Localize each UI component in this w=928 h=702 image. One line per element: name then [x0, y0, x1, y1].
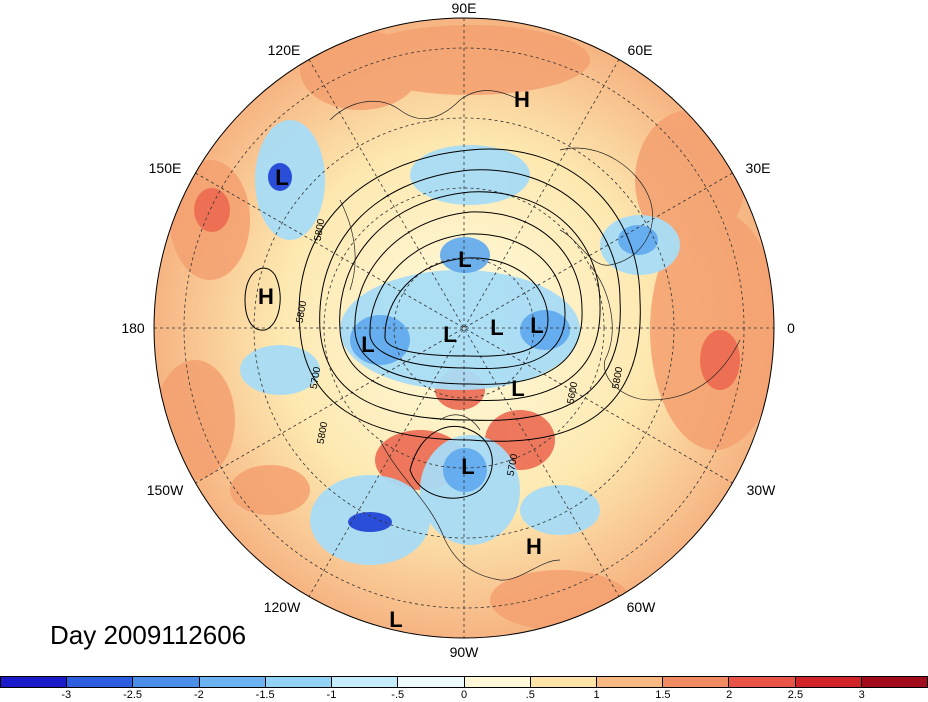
low-center-label: L: [511, 376, 525, 401]
colorbar-tick-label: .5: [525, 689, 535, 701]
lon-label-150e: 150E: [148, 160, 182, 176]
low-center-label: L: [458, 247, 472, 272]
colorbar-tick-label: 2.5: [787, 689, 804, 701]
map-boundary: [153, 17, 775, 639]
colorbar-tick-label: 2: [726, 689, 733, 701]
colorbar-tick-label: 1.5: [655, 689, 671, 701]
colorbar-tick-label: 1: [593, 689, 600, 701]
day-label: Day 2009112606: [50, 620, 247, 650]
colorbar-cell: [663, 677, 730, 687]
low-center-label: L: [389, 607, 403, 632]
colorbar-cell: [265, 677, 333, 687]
low-center-label: L: [461, 454, 475, 479]
colorbar-cell: [729, 677, 796, 687]
anomaly-field: [154, 18, 774, 638]
colorbar: [0, 676, 928, 688]
colorbar-cell: [67, 677, 134, 687]
strong-cool-patches: [268, 163, 392, 532]
colorbar-tick-label: -2: [193, 689, 204, 701]
colorbar-tick-label: -2.5: [123, 689, 143, 701]
low-center-label: L: [361, 332, 375, 357]
colorbar-cell: [795, 677, 862, 687]
lon-label-150w: 150W: [146, 482, 184, 498]
colorbar-cell: [530, 677, 597, 687]
low-center-label: L: [275, 165, 289, 190]
lon-label-120e: 120E: [267, 42, 301, 58]
lon-label-90e: 90E: [451, 0, 477, 16]
lon-label-180: 180: [121, 320, 145, 336]
colorbar-tick-label: -1: [326, 689, 337, 701]
high-center-label: H: [514, 87, 530, 112]
colorbar-tick-label: 0: [460, 689, 468, 701]
colorbar-cell: [596, 677, 664, 687]
colorbar-cell: [464, 677, 531, 687]
height-contours: [244, 148, 641, 499]
colorbar-tick-label: 3: [858, 689, 865, 701]
colorbar-tick-label: -.5: [391, 689, 405, 701]
colorbar-cell: [861, 677, 928, 687]
colorbar-tick-label: -3: [61, 689, 72, 701]
colorbar-cell: [199, 677, 266, 687]
lon-label-120w: 120W: [263, 599, 301, 615]
high-center-label: H: [526, 534, 542, 559]
lon-label-90w: 90W: [449, 644, 479, 660]
colorbar-cell: [398, 677, 465, 687]
coastlines: [329, 90, 741, 581]
low-center-label: L: [443, 322, 457, 347]
colorbar-cell: [332, 677, 399, 687]
colorbar-tick-label: -1.5: [255, 689, 275, 701]
lon-label-30e: 30E: [745, 160, 771, 176]
meridian-lines: [154, 18, 774, 638]
low-center-label: L: [530, 313, 544, 338]
lon-label-60e: 60E: [627, 42, 653, 58]
low-center-label: L: [490, 315, 504, 340]
lon-label-0: 0: [787, 320, 795, 336]
lon-label-30w: 30W: [746, 482, 776, 498]
moderate-cool-patches: [350, 225, 658, 492]
lon-label-60w: 60W: [626, 599, 656, 615]
high-center-label: H: [258, 284, 274, 309]
colorbar-cell: [1, 677, 68, 687]
colorbar-cell: [133, 677, 200, 687]
